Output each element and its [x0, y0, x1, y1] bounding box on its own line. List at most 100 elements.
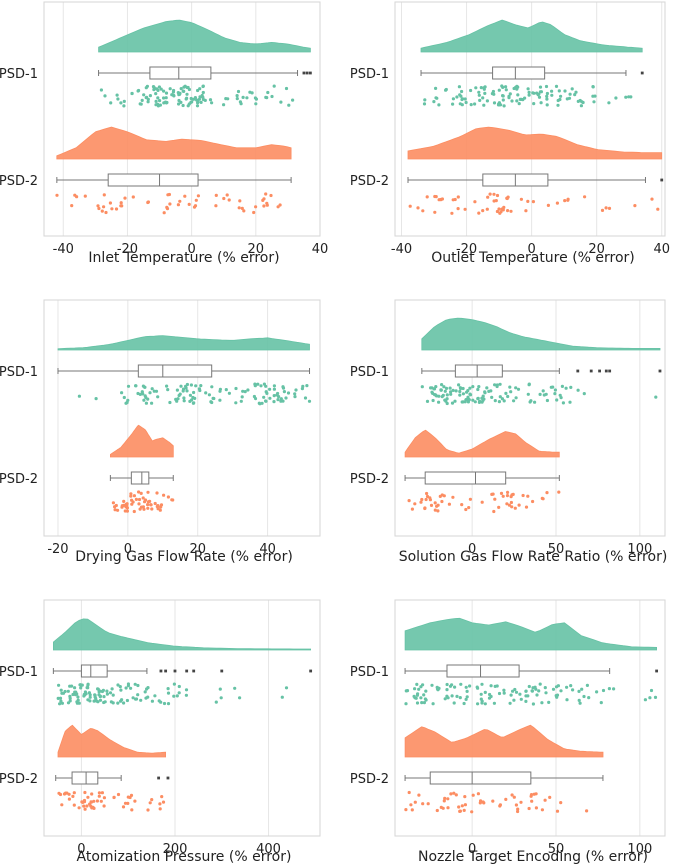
data-point	[512, 698, 516, 702]
data-point	[481, 800, 485, 804]
data-point	[511, 492, 515, 496]
data-point	[93, 693, 97, 698]
data-point	[514, 690, 519, 694]
data-point	[146, 506, 150, 510]
data-point	[279, 397, 283, 401]
outlier-point	[604, 369, 608, 373]
data-point	[501, 494, 505, 498]
data-point	[557, 89, 561, 93]
data-point	[654, 395, 658, 399]
outlier-point	[173, 669, 177, 673]
data-point	[580, 687, 584, 691]
data-point	[458, 393, 462, 397]
data-point	[260, 401, 264, 405]
data-point	[175, 694, 179, 698]
data-point	[119, 688, 123, 692]
data-point	[607, 687, 612, 691]
data-point	[150, 798, 154, 802]
data-point	[413, 687, 417, 691]
data-point	[494, 199, 498, 203]
data-point	[409, 803, 413, 807]
data-point	[448, 684, 453, 688]
data-point	[469, 393, 473, 397]
data-point	[164, 101, 168, 105]
data-point	[499, 491, 504, 495]
data-point	[294, 388, 298, 392]
data-point	[451, 495, 455, 499]
density-cloud-psd-1	[53, 618, 311, 651]
data-point	[424, 689, 428, 693]
data-point	[416, 692, 420, 696]
data-point	[253, 382, 257, 386]
data-point	[413, 800, 417, 804]
data-point	[526, 199, 530, 203]
data-point	[207, 393, 211, 397]
data-point	[480, 701, 484, 705]
data-point	[119, 101, 123, 105]
data-point	[444, 386, 449, 390]
data-point	[235, 94, 239, 98]
data-point	[76, 695, 80, 699]
data-point	[497, 400, 501, 404]
data-point	[433, 508, 437, 512]
data-point	[559, 94, 563, 98]
data-point	[431, 398, 435, 403]
data-point	[145, 95, 149, 99]
data-point	[471, 793, 475, 797]
data-point	[495, 383, 499, 387]
data-point	[531, 499, 535, 504]
data-point	[512, 795, 516, 799]
data-point	[511, 399, 516, 403]
data-point	[449, 390, 453, 394]
data-point	[545, 94, 549, 98]
data-point	[450, 694, 454, 698]
data-point	[133, 682, 137, 686]
data-point	[482, 103, 486, 107]
data-point	[569, 684, 573, 688]
data-point	[457, 383, 461, 387]
data-point	[80, 800, 84, 804]
data-point	[150, 507, 154, 511]
data-point	[268, 387, 272, 391]
data-point	[450, 211, 454, 215]
data-point	[122, 395, 126, 400]
data-point	[141, 496, 145, 500]
data-point	[534, 687, 538, 691]
data-point	[212, 396, 216, 401]
data-point	[238, 696, 242, 700]
data-point	[447, 502, 451, 506]
data-point	[558, 393, 562, 397]
data-point	[404, 689, 408, 693]
x-tick-label: 0	[527, 242, 535, 257]
data-point	[198, 95, 202, 99]
data-point	[435, 96, 439, 100]
data-point	[168, 400, 172, 405]
data-point	[495, 193, 500, 198]
x-tick-label: 50	[548, 542, 565, 557]
data-point	[526, 392, 530, 396]
data-point	[557, 490, 561, 494]
data-point	[507, 96, 511, 100]
data-point	[425, 494, 430, 499]
data-point	[159, 505, 163, 509]
data-point	[437, 103, 441, 107]
data-point	[102, 700, 106, 705]
data-point	[434, 86, 438, 90]
data-point	[108, 201, 112, 205]
data-point	[240, 206, 244, 210]
data-point	[439, 388, 443, 392]
data-point	[79, 686, 83, 690]
data-point	[95, 699, 99, 703]
data-point	[424, 497, 428, 502]
x-tick-label: 50	[548, 842, 565, 857]
data-point	[565, 685, 569, 689]
iqr-box	[492, 66, 546, 80]
data-point	[143, 394, 147, 398]
data-point	[191, 401, 195, 405]
data-point	[208, 98, 213, 102]
data-point	[579, 104, 584, 108]
data-point	[160, 795, 164, 799]
x-axis-label: Nozzle Target Encoding (% error)	[418, 849, 648, 865]
data-point	[126, 684, 130, 688]
